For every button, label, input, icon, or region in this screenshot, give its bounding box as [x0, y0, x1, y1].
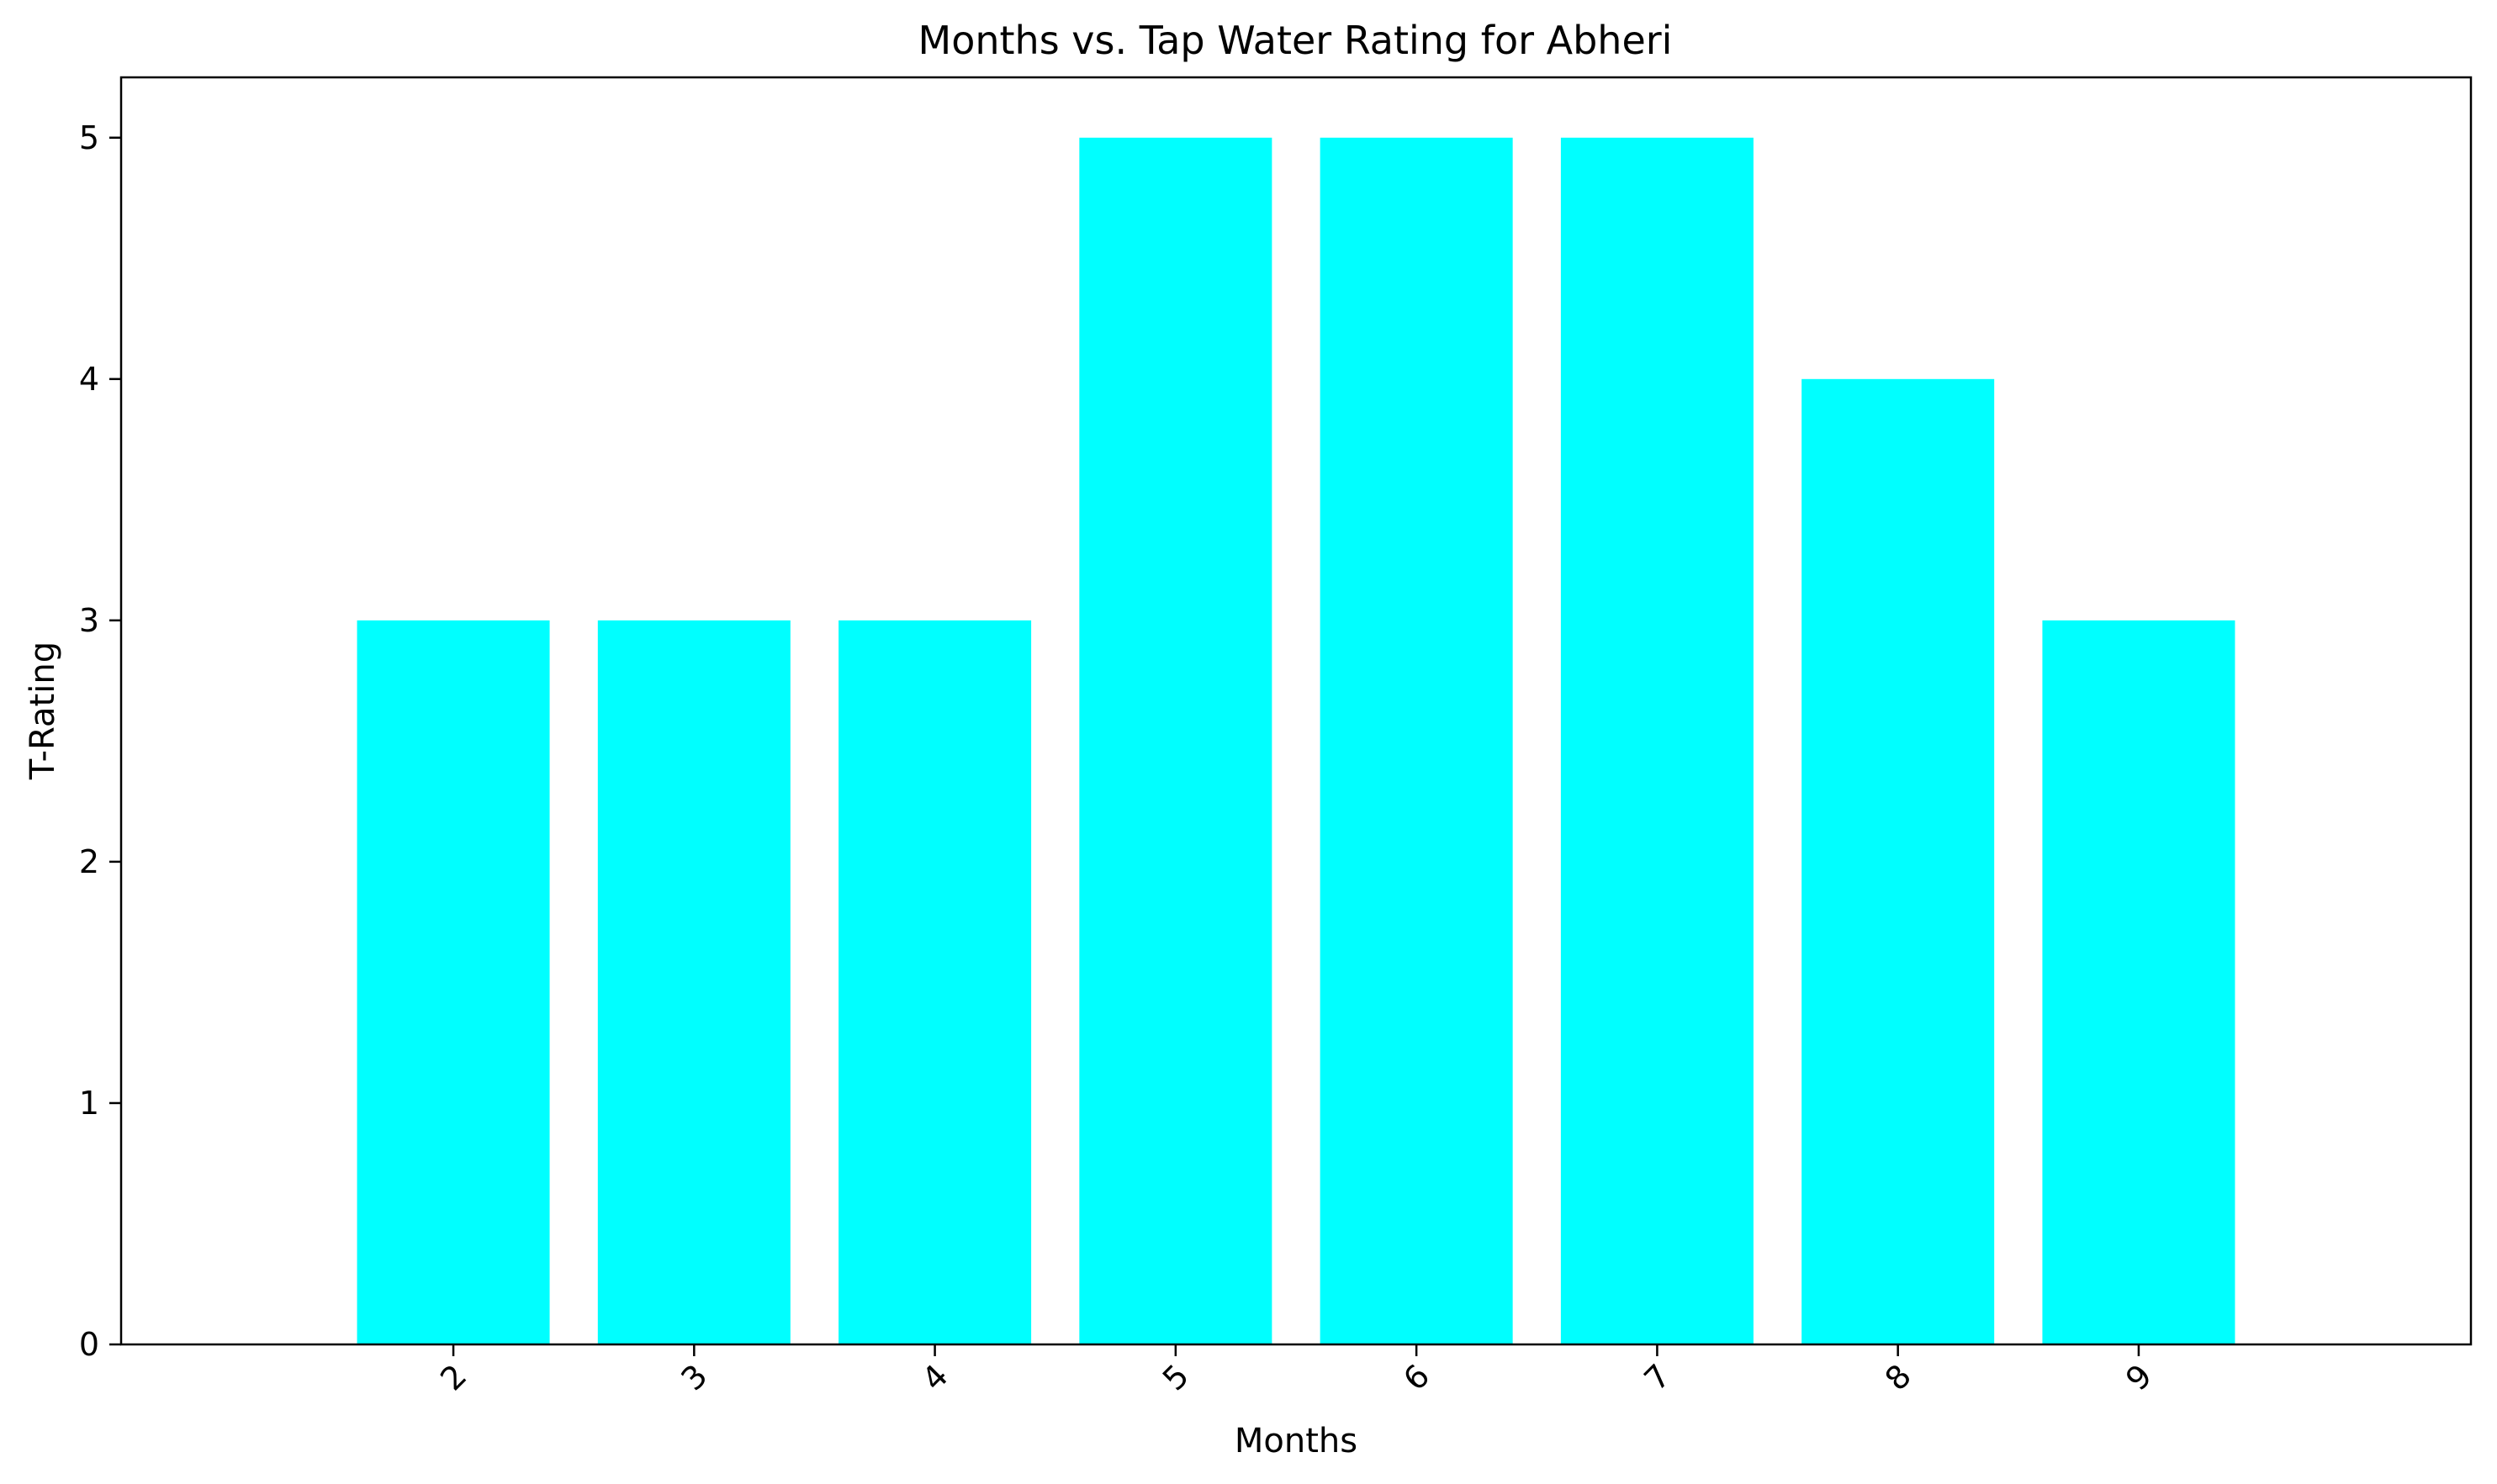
chart-title: Months vs. Tap Water Rating for Abheri	[918, 18, 1673, 63]
y-axis-ticks: 0 1 2 3 4 5	[79, 119, 121, 1363]
x-axis-title: Months	[1235, 1422, 1357, 1460]
bar-month-2	[357, 620, 550, 1344]
bar-month-3	[597, 620, 791, 1344]
bar-month-9	[2042, 620, 2235, 1344]
bar-month-5	[1079, 137, 1272, 1344]
bar-month-7	[1560, 137, 1754, 1344]
y-tick-label: 5	[79, 119, 99, 156]
bars-layer	[357, 137, 2235, 1344]
bar-month-6	[1320, 137, 1513, 1344]
y-tick-label: 1	[79, 1085, 99, 1122]
y-tick-label: 2	[79, 843, 99, 880]
bar-month-8	[1801, 378, 1995, 1344]
y-tick-label: 4	[79, 361, 99, 398]
y-tick-label: 0	[79, 1326, 99, 1363]
y-tick-label: 3	[79, 602, 99, 639]
plot-frame	[119, 76, 2473, 1346]
y-axis-title: T-Rating	[24, 642, 62, 780]
bar-month-4	[839, 620, 1032, 1344]
